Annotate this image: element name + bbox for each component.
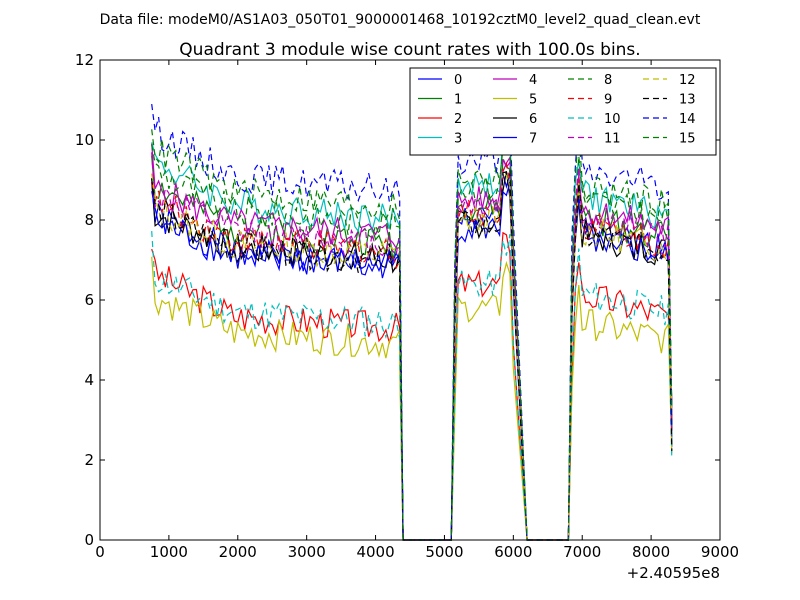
- legend-label: 12: [679, 73, 696, 88]
- legend-label: 1: [454, 93, 462, 108]
- series-line-14: [151, 104, 673, 541]
- legend-label: 3: [454, 132, 462, 147]
- y-tick-label: 10: [75, 131, 94, 149]
- legend-label: 5: [529, 93, 537, 108]
- series-line-8: [151, 144, 673, 541]
- legend-label: 2: [454, 112, 462, 127]
- x-tick-label: 9000: [701, 543, 739, 561]
- series-line-15: [151, 129, 673, 541]
- legend-label: 9: [604, 93, 612, 108]
- x-tick-label: 4000: [356, 543, 394, 561]
- y-tick-label: 0: [84, 531, 94, 549]
- legend-label: 6: [529, 112, 537, 127]
- y-tick-label: 6: [84, 291, 94, 309]
- legend-label: 0: [454, 73, 462, 88]
- legend-box: [409, 67, 717, 156]
- chart-title: Quadrant 3 module wise count rates with …: [179, 40, 640, 60]
- legend-label: 7: [529, 132, 537, 147]
- series-line-3: [151, 130, 673, 541]
- x-tick-label: 8000: [632, 543, 670, 561]
- series-line-13: [151, 169, 673, 541]
- legend-label: 15: [679, 132, 696, 147]
- x-tick-label: 7000: [563, 543, 601, 561]
- chart-suptitle: Data file: modeM0/AS1A03_050T01_90000014…: [100, 12, 701, 28]
- x-axis-offset-label: +2.40595e8: [627, 564, 720, 582]
- legend-label: 11: [604, 132, 621, 147]
- x-tick-label: 2000: [219, 543, 257, 561]
- axis-ticks: 0 1000 2000 3000 4000 5000 6000 7000 8000 9000 0 2 4…: [75, 51, 739, 561]
- x-tick-label: 1000: [150, 543, 188, 561]
- y-tick-label: 4: [84, 371, 94, 389]
- series-line-12: [151, 169, 673, 541]
- y-tick-label: 8: [84, 211, 94, 229]
- series-lines: [151, 104, 673, 541]
- y-tick-label: 2: [84, 451, 94, 469]
- x-tick-label: 5000: [425, 543, 463, 561]
- series-line-6: [151, 171, 673, 541]
- series-line-4: [151, 143, 673, 541]
- series-line-9: [151, 161, 673, 541]
- legend-label: 14: [679, 112, 696, 127]
- series-line-10: [151, 231, 673, 541]
- x-tick-label: 3000: [288, 543, 326, 561]
- x-tick-label: 6000: [494, 543, 532, 561]
- series-line-11: [151, 152, 673, 541]
- series-line-5: [151, 256, 673, 541]
- legend-label: 10: [604, 112, 621, 127]
- legend-label: 8: [604, 73, 612, 88]
- legend-label: 13: [679, 93, 696, 108]
- x-tick-label: 0: [95, 543, 105, 561]
- plot-frame: [99, 59, 721, 541]
- series-line-7: [151, 181, 673, 541]
- series-line-2: [151, 231, 673, 541]
- legend-label: 4: [529, 73, 537, 88]
- y-tick-label: 12: [75, 51, 94, 69]
